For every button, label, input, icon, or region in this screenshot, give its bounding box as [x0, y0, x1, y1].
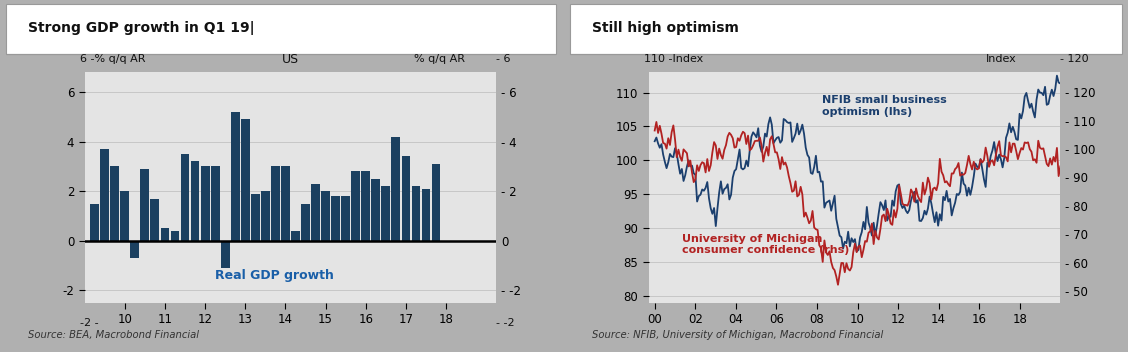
Bar — [180, 154, 190, 241]
Bar — [100, 149, 109, 241]
Text: Still high optimism: Still high optimism — [592, 21, 739, 35]
Text: Real GDP growth: Real GDP growth — [214, 269, 334, 282]
Text: Strong GDP growth in Q1 19|: Strong GDP growth in Q1 19| — [28, 21, 254, 35]
Bar — [131, 241, 139, 258]
Text: Source: BEA, Macrobond Financial: Source: BEA, Macrobond Financial — [28, 330, 199, 340]
Bar — [90, 203, 99, 241]
Bar — [241, 119, 249, 241]
Bar — [231, 112, 239, 241]
Bar — [301, 203, 310, 241]
Bar — [160, 228, 169, 241]
Bar — [332, 196, 340, 241]
Text: Index: Index — [986, 55, 1017, 64]
Text: University of Michigan
consumer confidence (rhs): University of Michigan consumer confiden… — [681, 234, 849, 255]
Text: - 6: - 6 — [496, 55, 511, 64]
Bar — [150, 199, 159, 241]
Bar — [381, 186, 390, 241]
Bar — [311, 184, 320, 241]
Text: US: US — [282, 53, 299, 66]
Bar — [371, 179, 380, 241]
Bar — [111, 166, 120, 241]
Bar — [361, 171, 370, 241]
Bar — [261, 191, 270, 241]
Bar — [6, 4, 556, 54]
Text: -2 -: -2 - — [80, 319, 99, 328]
Bar — [281, 166, 290, 241]
Bar — [342, 196, 350, 241]
Bar — [271, 166, 280, 241]
Bar — [191, 162, 200, 241]
Bar — [570, 4, 1122, 54]
Bar — [201, 166, 210, 241]
Bar — [121, 191, 130, 241]
Bar — [412, 186, 421, 241]
Text: - 120: - 120 — [1060, 55, 1089, 64]
Bar — [211, 166, 220, 241]
Bar — [140, 169, 149, 241]
Text: 6 -% q/q AR: 6 -% q/q AR — [80, 55, 146, 64]
Bar — [250, 194, 259, 241]
Bar — [221, 241, 230, 268]
Bar — [321, 191, 331, 241]
Bar — [432, 164, 441, 241]
Bar — [391, 137, 400, 241]
Text: NFIB small business
optimism (lhs): NFIB small business optimism (lhs) — [821, 95, 946, 117]
Bar — [170, 231, 179, 241]
Text: % q/q AR: % q/q AR — [414, 55, 465, 64]
Text: Source: NFIB, University of Michigan, Macrobond Financial: Source: NFIB, University of Michigan, Ma… — [592, 330, 883, 340]
Text: - -2: - -2 — [496, 319, 515, 328]
Text: 110 -Index: 110 -Index — [644, 55, 704, 64]
Bar — [422, 189, 431, 241]
Bar — [351, 171, 360, 241]
Bar — [291, 231, 300, 241]
Bar — [402, 156, 411, 241]
